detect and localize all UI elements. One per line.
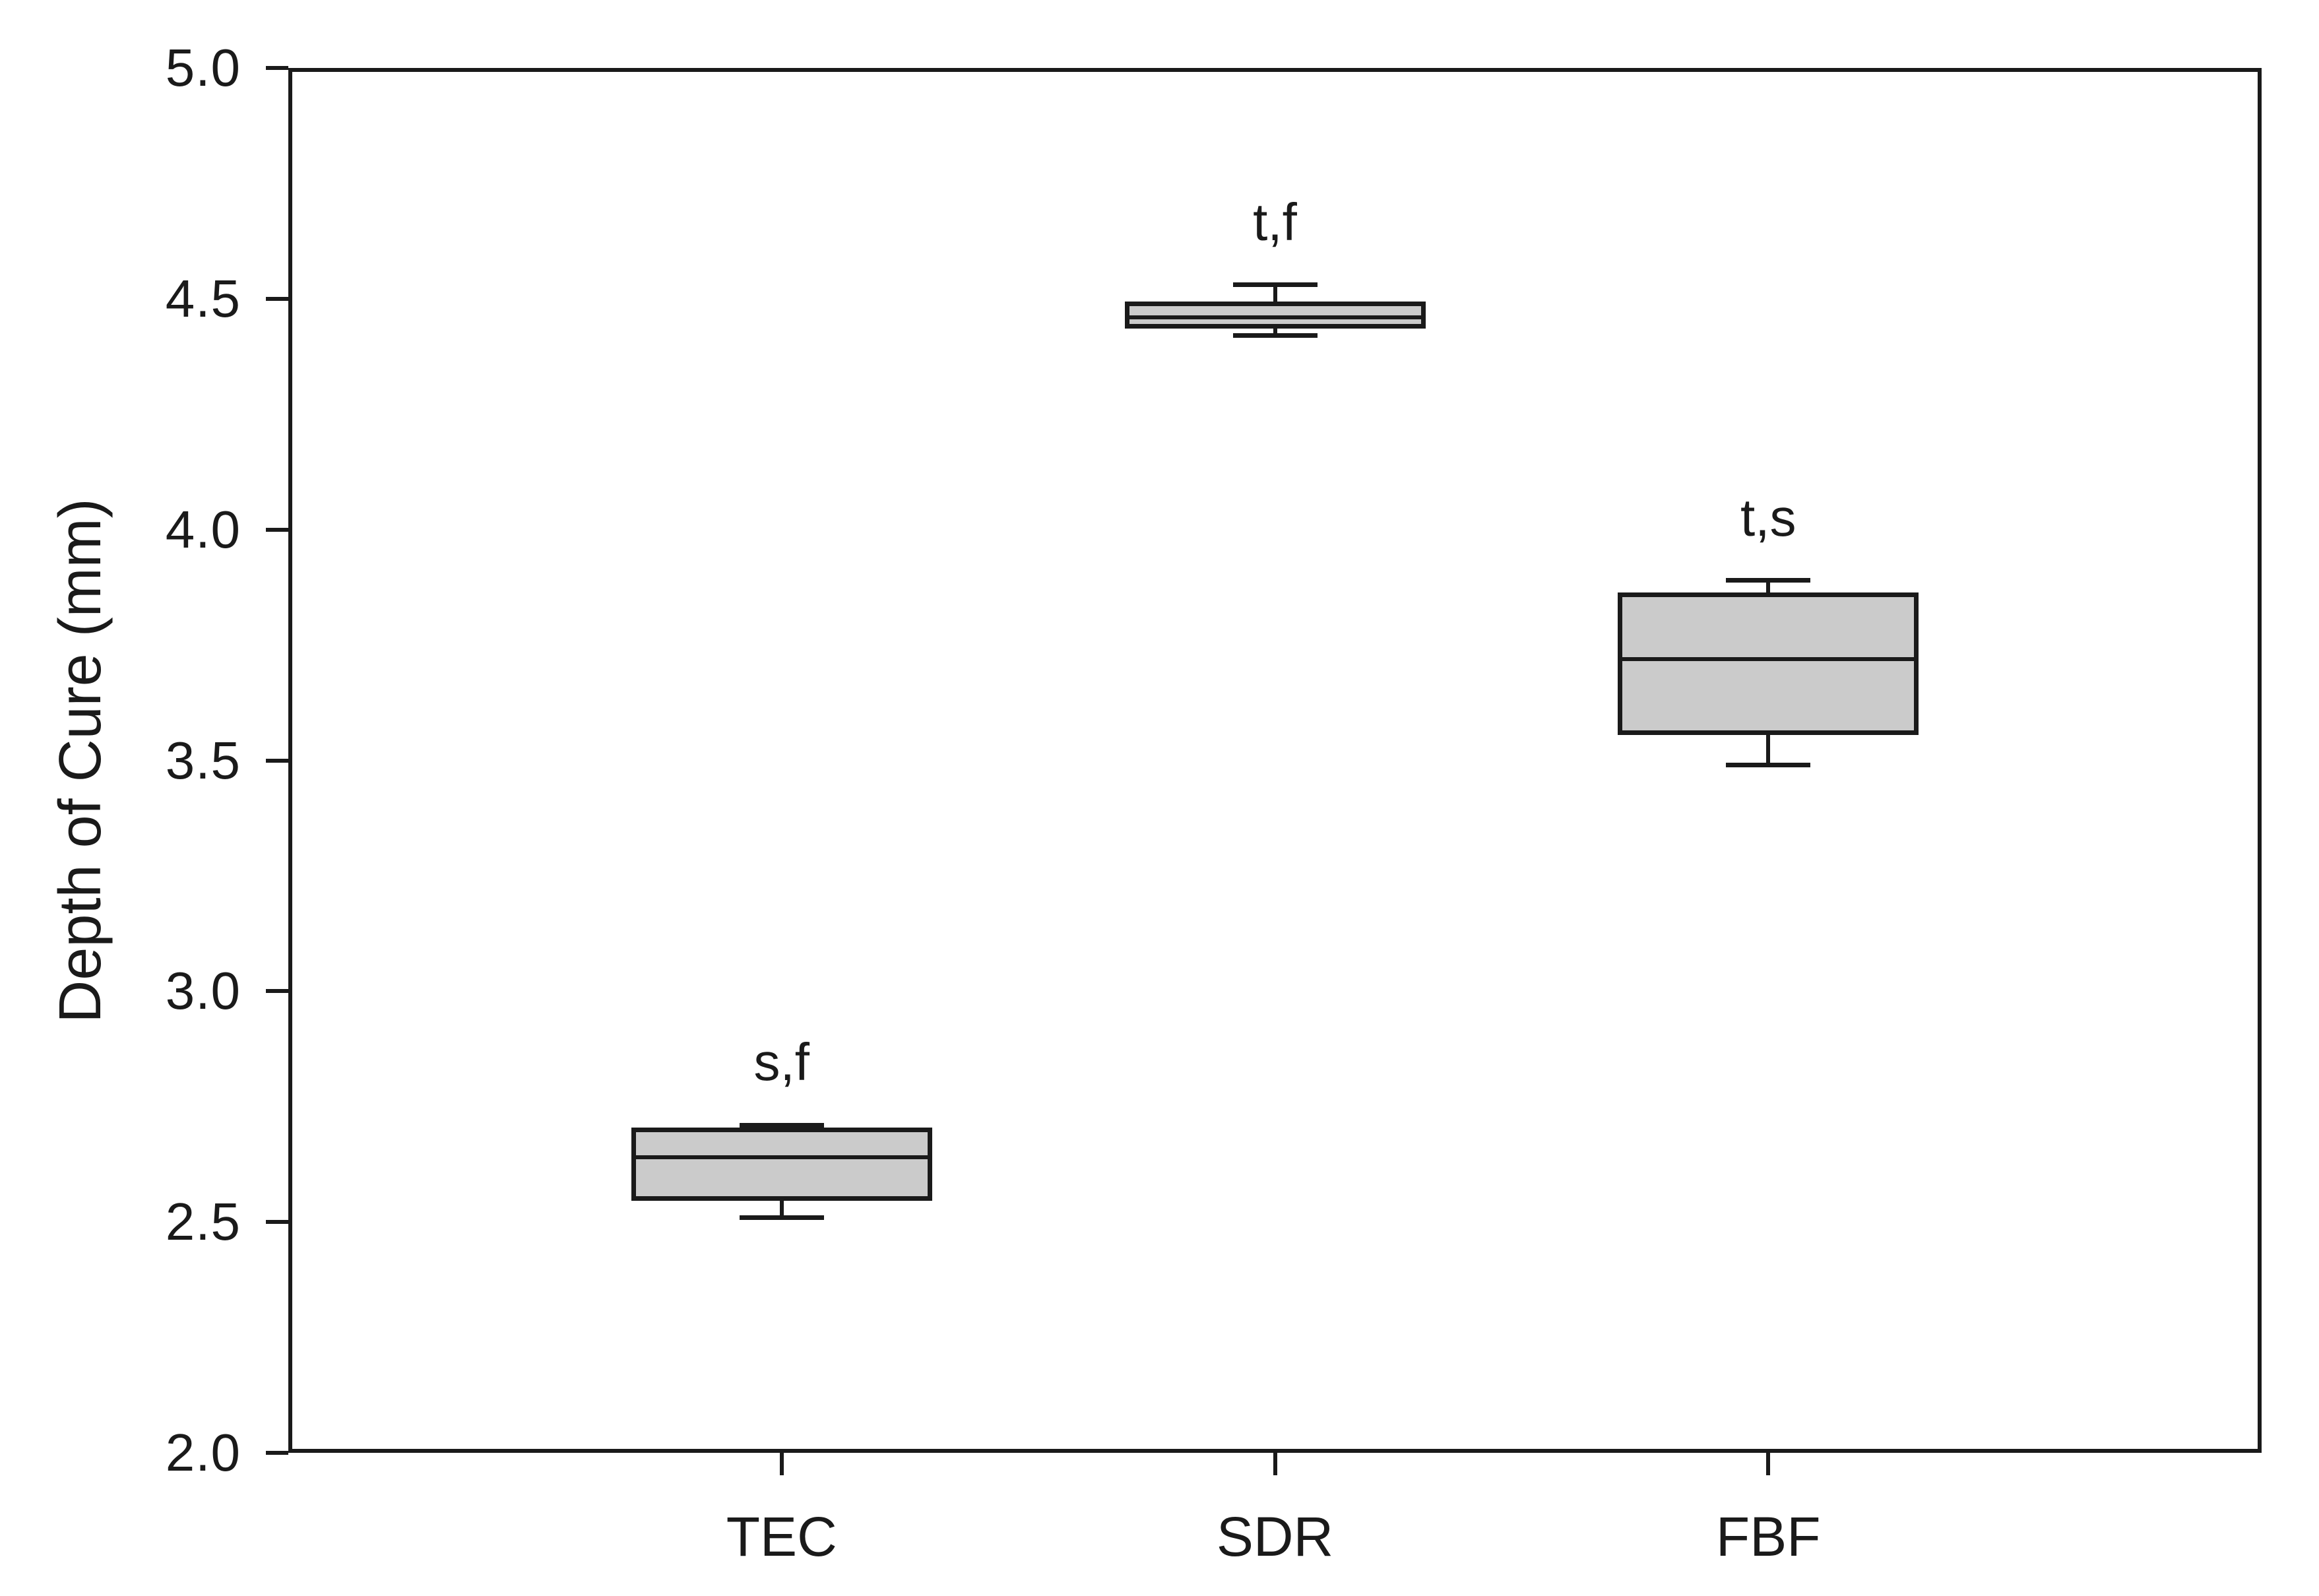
whisker-lower-cap xyxy=(739,1215,824,1220)
significance-annotation: t,f xyxy=(1253,192,1297,251)
y-axis-tick-label: 2.0 xyxy=(165,1423,241,1482)
box-median-line xyxy=(1618,656,1919,661)
y-axis-tick xyxy=(266,758,288,763)
y-axis-tick xyxy=(266,527,288,532)
plot-area xyxy=(288,68,2262,1453)
whisker-lower-stem xyxy=(779,1199,784,1218)
y-axis-tick xyxy=(266,66,288,70)
x-axis-tick xyxy=(779,1453,784,1475)
whisker-upper-cap xyxy=(1232,282,1318,288)
y-axis-tick-label: 3.5 xyxy=(165,730,241,790)
y-axis-tick xyxy=(266,1220,288,1225)
whisker-upper-cap xyxy=(1726,578,1811,583)
whisker-lower-cap xyxy=(1726,762,1811,767)
box-median-line xyxy=(631,1155,932,1160)
y-axis-tick xyxy=(266,1451,288,1455)
x-axis-tick xyxy=(1766,1453,1771,1475)
box-iqr xyxy=(1618,592,1919,735)
y-axis-tick xyxy=(266,989,288,994)
x-axis-tick xyxy=(1273,1453,1277,1475)
significance-annotation: t,s xyxy=(1740,488,1796,547)
y-axis-tick-label: 5.0 xyxy=(165,38,241,97)
y-axis-tick-label: 4.0 xyxy=(165,499,241,559)
box-iqr xyxy=(631,1128,932,1201)
x-axis-category-label: TEC xyxy=(726,1506,837,1568)
y-axis-tick xyxy=(266,296,288,301)
whisker-lower-stem xyxy=(1273,326,1277,336)
whisker-upper-cap xyxy=(739,1122,824,1128)
y-axis-tick-label: 3.0 xyxy=(165,961,241,1021)
x-axis-category-label: FBF xyxy=(1715,1506,1821,1568)
y-axis-tick-label: 2.5 xyxy=(165,1192,241,1252)
whisker-lower-cap xyxy=(1232,333,1318,338)
y-axis-tick-label: 4.5 xyxy=(165,269,241,328)
whisker-upper-stem xyxy=(1766,580,1771,594)
significance-annotation: s,f xyxy=(753,1033,810,1092)
box-iqr xyxy=(1124,301,1426,329)
whisker-lower-stem xyxy=(1766,732,1771,765)
box-median-line xyxy=(1124,315,1426,319)
x-axis-category-label: SDR xyxy=(1216,1506,1334,1568)
whisker-upper-stem xyxy=(1273,284,1277,303)
